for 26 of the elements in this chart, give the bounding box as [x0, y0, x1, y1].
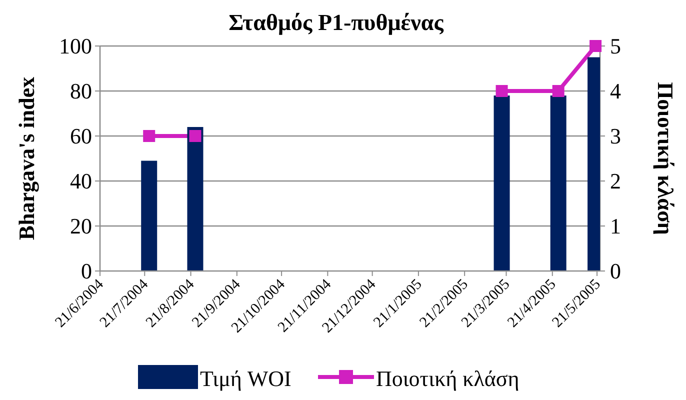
bar: [550, 96, 566, 271]
point: [143, 130, 156, 142]
y-tick-label: 80: [70, 78, 92, 104]
y2-tick-label: 4: [610, 78, 621, 104]
y2-tick-label: 1: [610, 214, 621, 239]
legend-label: Ποιοτική κλάση: [376, 366, 520, 391]
y-tick-label: 20: [70, 214, 92, 239]
y-axis-title: Bhargava's index: [14, 76, 39, 240]
y2-tick-label: 3: [610, 124, 621, 149]
y-tick-label: 40: [70, 168, 92, 194]
y2-tick-label: 5: [610, 34, 621, 59]
bar: [141, 160, 158, 271]
y-tick-label: 60: [70, 124, 92, 149]
point: [590, 40, 602, 52]
y2-axis-title: Ποιοτική κλάση: [653, 82, 678, 235]
point: [552, 85, 564, 97]
y-tick-label: 0: [81, 258, 92, 284]
bar: [187, 127, 204, 271]
y2-tick-label: 2: [610, 168, 621, 194]
bar: [494, 96, 510, 271]
y2-tick-label: 0: [610, 258, 621, 284]
point: [496, 85, 508, 97]
point: [189, 130, 202, 142]
y-tick-label: 100: [59, 34, 92, 59]
chart-title: Σταθμός P1-πυθμένας: [228, 10, 444, 35]
legend-label: Τιμή WOI: [200, 366, 292, 391]
